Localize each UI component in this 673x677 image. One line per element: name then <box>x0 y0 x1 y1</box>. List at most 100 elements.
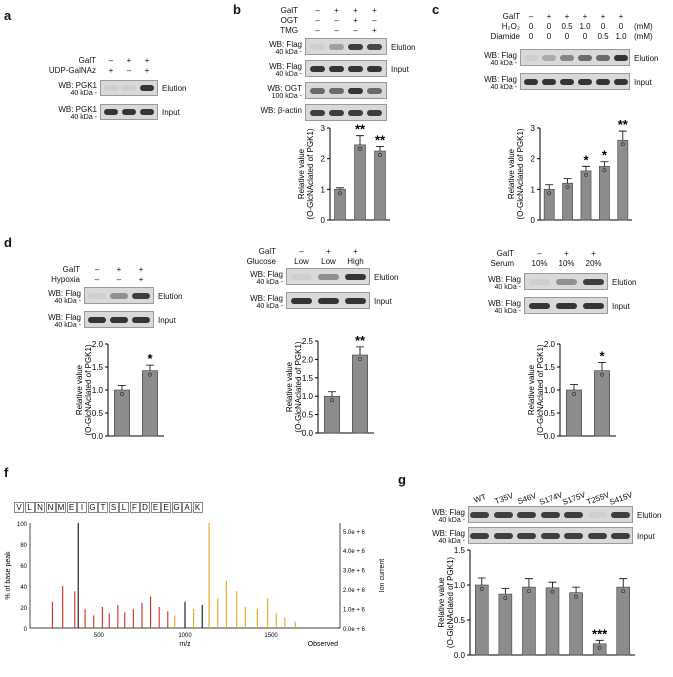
blot-band <box>132 292 150 299</box>
blot-antibody-label: WB: Flag <box>269 61 302 71</box>
condition-value: – <box>299 247 304 256</box>
condition-value: 0 <box>600 22 606 31</box>
significance-marker: * <box>583 152 589 167</box>
y-tick-label: 2.5 <box>302 337 314 346</box>
sequence-residue: V <box>14 502 24 513</box>
bar <box>475 584 489 656</box>
condition-label: H₂O₂ <box>501 22 520 31</box>
y2-tick-label: 1.0e + 6 <box>343 608 366 614</box>
error-bar <box>501 588 510 595</box>
data-point <box>358 146 362 151</box>
condition-value: + <box>144 66 150 75</box>
blot-band <box>309 65 326 72</box>
data-point <box>565 185 570 190</box>
blot-strip <box>100 80 158 96</box>
y-tick-label: 0.5 <box>92 409 104 418</box>
condition-value: + <box>108 66 114 75</box>
bar <box>617 139 629 221</box>
condition-value: High <box>347 257 364 266</box>
y-axis-label: Relative value(O-GlcNAclated of PGK1) <box>75 344 93 435</box>
blot-band <box>564 511 584 518</box>
kda-marker: 40 kDa - <box>70 114 97 121</box>
y2-axis-label: Ion current <box>379 559 386 593</box>
y2-tick-label: 5.0e + 6 <box>343 530 366 536</box>
data-point <box>550 589 555 594</box>
data-point <box>621 589 626 594</box>
blot-band <box>344 297 367 304</box>
blot-strip <box>520 73 630 90</box>
blot-band <box>517 532 537 539</box>
condition-label: Diamide <box>490 32 520 41</box>
lane-label: S415V <box>608 490 634 507</box>
data-point <box>503 596 508 601</box>
significance-marker: ** <box>355 122 366 137</box>
blot-fraction-label: Input <box>637 531 655 541</box>
blot-antibody-label: WB: OGT <box>267 83 302 93</box>
blot-antibody-label: WB: Flag <box>250 293 283 303</box>
data-point <box>547 191 552 196</box>
bar <box>323 395 340 434</box>
blot-band <box>328 87 345 94</box>
data-point <box>527 589 531 594</box>
blot-band <box>470 532 490 539</box>
condition-value: + <box>372 6 377 15</box>
blot-antibody-label: WB: PGK1 <box>58 105 97 114</box>
y-tick-label: 0 <box>24 627 28 633</box>
blot-fraction-label: Input <box>391 64 409 74</box>
blot-antibody-label: WB: Flag <box>432 528 465 538</box>
condition-value: + <box>372 26 377 35</box>
sequence-residue: E <box>161 502 171 513</box>
condition-value: 0.5 <box>561 22 573 31</box>
blot-band <box>317 297 340 304</box>
y-axis-label: Relative value(O-GlcNAclated of PGK1) <box>297 128 315 219</box>
blot-band <box>328 43 345 50</box>
y-tick-label: 1.0 <box>544 386 556 395</box>
y-tick-label: 1.0 <box>302 392 314 401</box>
lane-label: WT <box>472 492 488 505</box>
blot-band <box>613 54 629 61</box>
kda-marker: 40 kDa - <box>438 537 465 545</box>
y-axis-label: Relative value(O-GlcNAclated of PGK1) <box>437 557 455 648</box>
blot-band <box>493 511 513 518</box>
data-point <box>120 392 124 396</box>
significance-marker: ** <box>355 333 366 348</box>
bar <box>543 189 555 221</box>
blot-band <box>366 109 383 116</box>
bar <box>113 389 130 437</box>
y-tick-label: 40 <box>20 585 27 591</box>
sequence-residue: E <box>66 502 77 513</box>
data-point <box>620 142 625 147</box>
error-bar <box>328 391 336 397</box>
error-bar <box>598 362 606 371</box>
blot-band <box>611 532 631 539</box>
kda-marker: 40 kDa - <box>70 90 97 97</box>
y-tick-label: 3 <box>531 124 536 133</box>
condition-label: Glucose <box>246 257 276 266</box>
blot-antibody-label: WB: Flag <box>269 39 302 49</box>
data-point <box>148 372 152 377</box>
condition-value: – <box>126 66 132 75</box>
condition-value: 1.0 <box>615 32 627 41</box>
blot-fraction-label: Input <box>374 296 392 306</box>
kda-marker: 40 kDa - <box>494 307 521 315</box>
blot-band <box>328 109 345 116</box>
blot-strip <box>286 292 370 309</box>
blot-strip <box>305 104 387 121</box>
bar <box>142 370 159 437</box>
blot-antibody-label: WB: Flag <box>48 288 81 298</box>
bar <box>569 592 583 656</box>
blot-band <box>309 109 326 116</box>
blot-strip <box>286 268 370 285</box>
blot-fraction-label: Input <box>162 108 180 117</box>
error-bar <box>477 577 486 585</box>
blot-fraction-label: Input <box>158 315 176 325</box>
blot-band <box>121 109 137 115</box>
error-bar <box>146 364 154 371</box>
blot-fraction-label: Elution <box>634 53 659 63</box>
blot-band <box>347 87 364 94</box>
condition-value: 0.5 <box>597 32 609 41</box>
blot-band <box>366 87 383 94</box>
condition-value: 0 <box>528 22 534 31</box>
condition-value: – <box>372 16 377 25</box>
